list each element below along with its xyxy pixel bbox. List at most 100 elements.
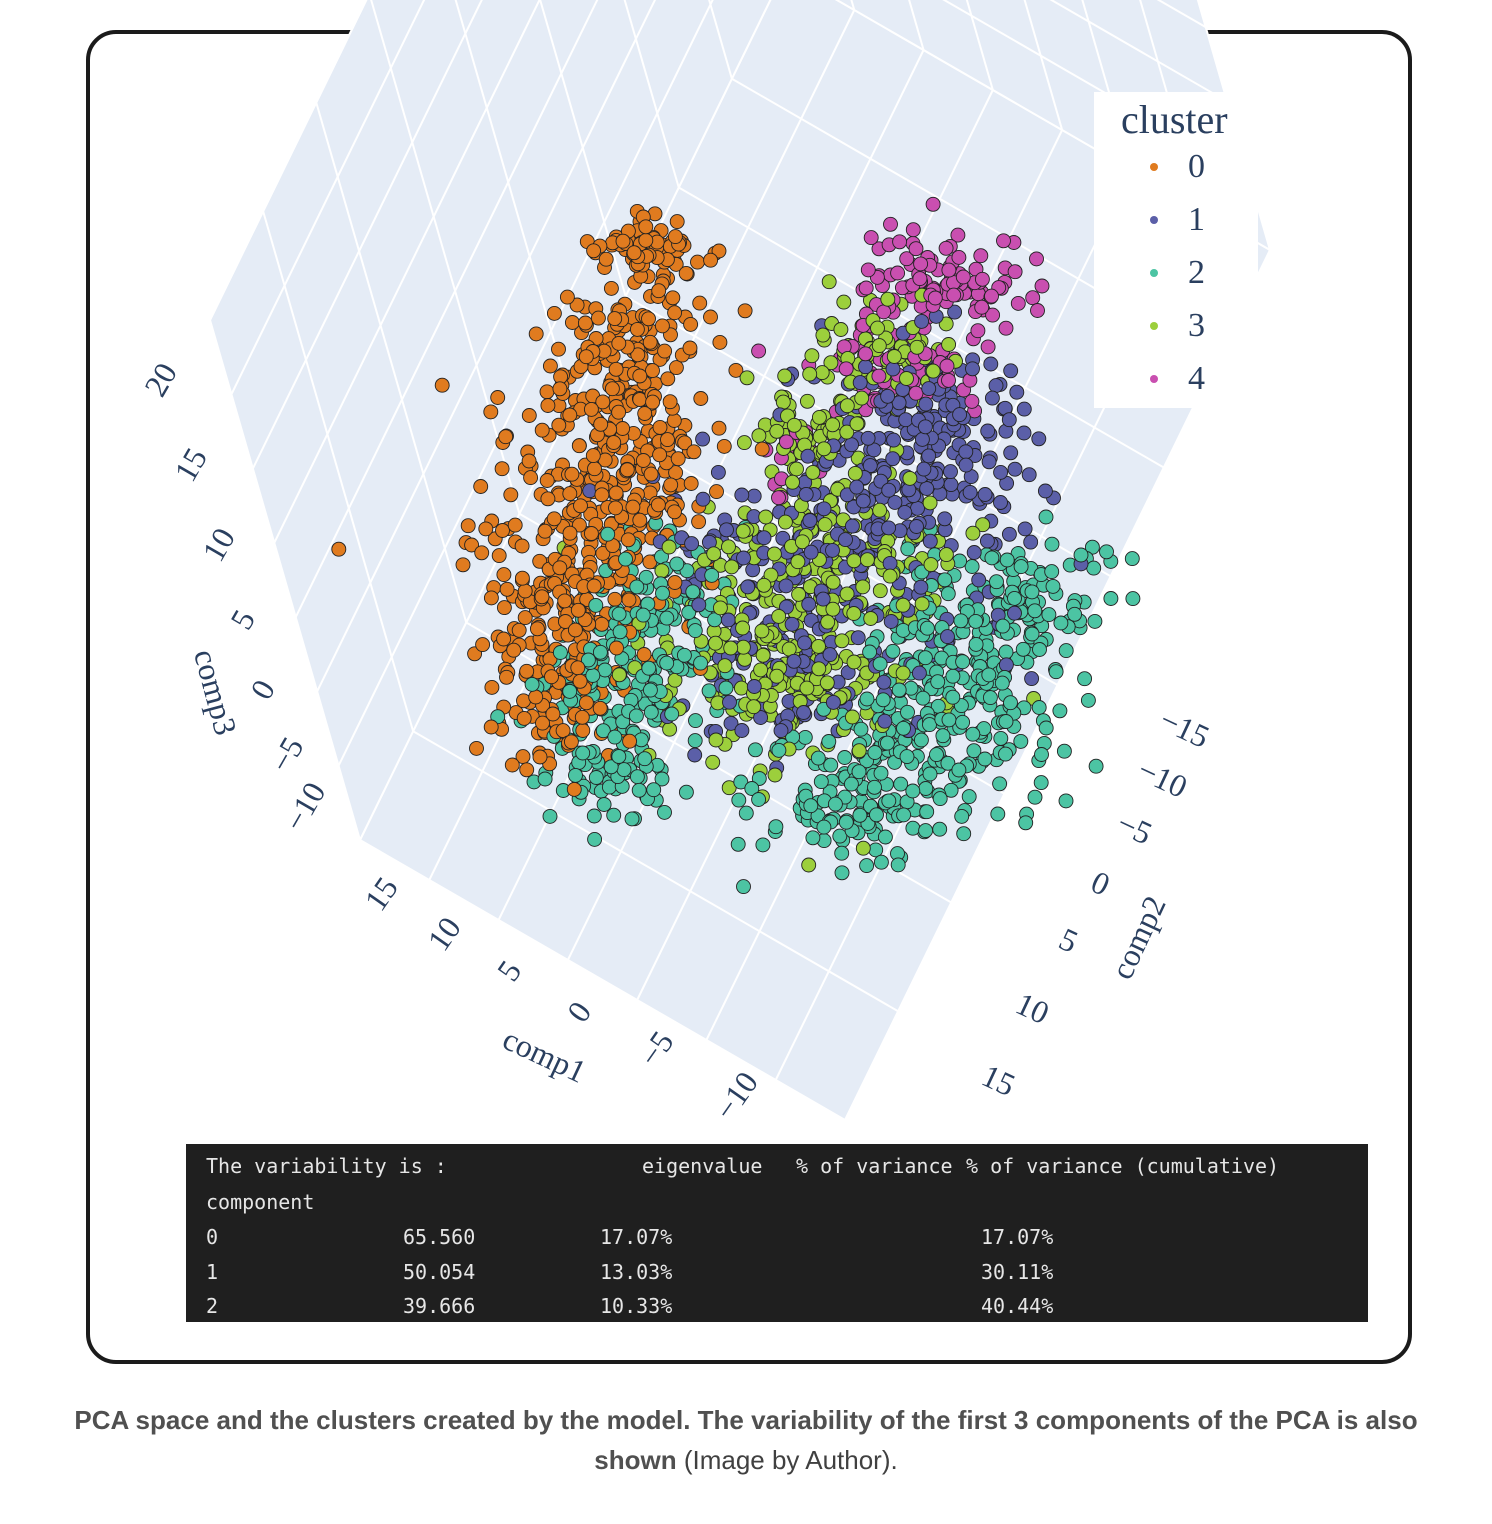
point-cluster-2 <box>1013 559 1029 575</box>
point-cluster-1 <box>796 705 812 720</box>
point-cluster-0 <box>570 660 586 676</box>
gridline-comp2 <box>539 0 627 297</box>
point-cluster-1 <box>1017 521 1033 537</box>
point-cluster-2 <box>803 798 819 814</box>
point-cluster-0 <box>621 592 637 608</box>
point-cluster-0 <box>499 669 514 685</box>
point-cluster-1 <box>1016 425 1032 441</box>
point-cluster-0 <box>519 762 535 778</box>
gridline-comp3 <box>251 0 483 470</box>
point-cluster-2 <box>638 569 654 585</box>
point-cluster-0 <box>539 473 555 488</box>
point-cluster-0 <box>660 371 676 387</box>
comp2-tick-label: −15 <box>1154 701 1215 755</box>
point-cluster-0 <box>667 305 683 321</box>
point-cluster-2 <box>968 636 984 652</box>
point-cluster-4 <box>939 358 955 374</box>
point-cluster-3 <box>870 320 885 336</box>
comp2-tick-label: 0 <box>1086 863 1116 902</box>
point-cluster-3 <box>914 596 930 612</box>
point-cluster-2 <box>701 683 717 699</box>
point-cluster-1 <box>958 457 974 473</box>
console-component: 1 <box>206 1260 219 1284</box>
point-cluster-2 <box>1053 615 1069 631</box>
point-cluster-1 <box>825 542 840 558</box>
point-cluster-0 <box>690 254 705 270</box>
comp1-tick-label: 10 <box>420 910 468 957</box>
point-cluster-2 <box>999 552 1015 568</box>
point-cluster-0 <box>546 511 562 527</box>
point-cluster-2 <box>1024 626 1040 642</box>
point-cluster-3 <box>756 577 772 593</box>
point-cluster-3 <box>849 416 865 432</box>
point-cluster-3 <box>712 600 728 616</box>
point-cluster-2 <box>930 674 946 690</box>
point-cluster-2 <box>984 550 1000 566</box>
point-cluster-1 <box>881 482 897 498</box>
point-cluster-1 <box>797 635 812 651</box>
point-cluster-2 <box>552 645 568 660</box>
point-cluster-0 <box>678 265 694 281</box>
point-cluster-1 <box>977 487 993 502</box>
point-cluster-0 <box>587 461 602 477</box>
point-cluster-1 <box>734 487 750 503</box>
gridline-comp2 <box>454 0 574 406</box>
point-cluster-3 <box>825 601 841 617</box>
point-cluster-0 <box>638 232 654 248</box>
point-cluster-0 <box>575 723 591 738</box>
point-cluster-3 <box>786 417 802 433</box>
point-cluster-0 <box>519 663 535 679</box>
point-cluster-1 <box>943 477 959 493</box>
point-cluster-0 <box>578 349 594 365</box>
point-cluster-1 <box>1037 483 1053 499</box>
point-cluster-3 <box>886 349 902 364</box>
point-cluster-4 <box>905 222 921 238</box>
point-cluster-0 <box>603 280 619 296</box>
comp3-tick-label: −5 <box>262 731 310 778</box>
gridline-comp3 <box>209 0 368 321</box>
console-eigenvalue: 50.054 <box>403 1260 476 1284</box>
point-cluster-2 <box>1124 551 1140 567</box>
comp1-tick-label: 0 <box>560 995 599 1029</box>
comp3-tick-label: 0 <box>243 674 282 706</box>
console-data-row: 2 39.666 10.33% 40.44% <box>206 1294 1053 1324</box>
point-cluster-0 <box>504 757 520 773</box>
point-cluster-0 <box>682 340 698 356</box>
point-cluster-4 <box>892 234 908 250</box>
point-cluster-2 <box>612 624 628 640</box>
point-cluster-3 <box>820 614 836 630</box>
legend-item-3[interactable]: 3 <box>1144 307 1254 347</box>
point-cluster-2 <box>932 791 948 807</box>
point-cluster-1 <box>695 431 711 447</box>
point-cluster-3 <box>811 638 826 654</box>
point-cluster-0 <box>583 401 599 417</box>
point-cluster-2 <box>899 749 915 765</box>
point-cluster-2 <box>542 808 558 824</box>
point-cluster-0 <box>635 453 651 468</box>
point-cluster-3 <box>902 470 918 486</box>
point-cluster-3 <box>767 767 783 783</box>
legend-label-0: 0 <box>1188 148 1205 185</box>
legend-item-2[interactable]: 2 <box>1144 254 1254 294</box>
point-cluster-1 <box>911 665 927 681</box>
point-cluster-0 <box>503 487 519 503</box>
point-cluster-2 <box>813 774 829 790</box>
point-cluster-0 <box>666 413 682 428</box>
figure-caption: PCA space and the clusters created by th… <box>60 1400 1432 1480</box>
point-cluster-0 <box>573 498 588 514</box>
point-cluster-2 <box>595 723 611 739</box>
point-cluster-4 <box>974 299 990 315</box>
legend-item-1[interactable]: 1 <box>1144 201 1254 241</box>
point-cluster-3 <box>801 857 817 873</box>
point-cluster-3 <box>863 611 879 626</box>
point-cluster-1 <box>778 578 794 594</box>
point-cluster-2 <box>1052 703 1068 719</box>
point-cluster-4 <box>1030 303 1045 318</box>
legend-item-0[interactable]: 0 <box>1144 148 1254 188</box>
point-cluster-0 <box>611 404 627 420</box>
point-cluster-2 <box>1003 695 1018 711</box>
console-eigenvalue: 65.560 <box>403 1225 476 1249</box>
point-cluster-1 <box>684 536 700 552</box>
point-cluster-2 <box>869 807 884 823</box>
legend-item-4[interactable]: 4 <box>1144 360 1254 400</box>
